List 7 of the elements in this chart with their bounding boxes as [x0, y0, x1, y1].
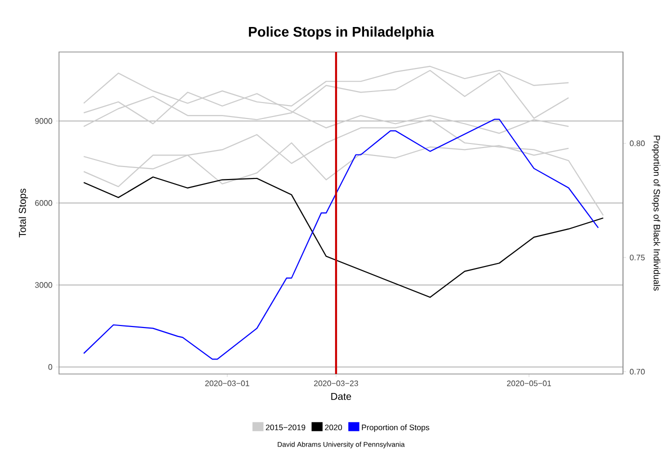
x-axis-title: Date: [331, 392, 352, 400]
line-series: [83, 119, 604, 216]
y-axis-title: Total Stops: [18, 188, 28, 238]
line-series: [83, 176, 604, 298]
chart-title: Police Stops in Philadelphia: [248, 26, 434, 40]
line-series: [83, 118, 599, 360]
y2-axis-title: Proportion of Stops of Black Individuals: [652, 136, 660, 291]
